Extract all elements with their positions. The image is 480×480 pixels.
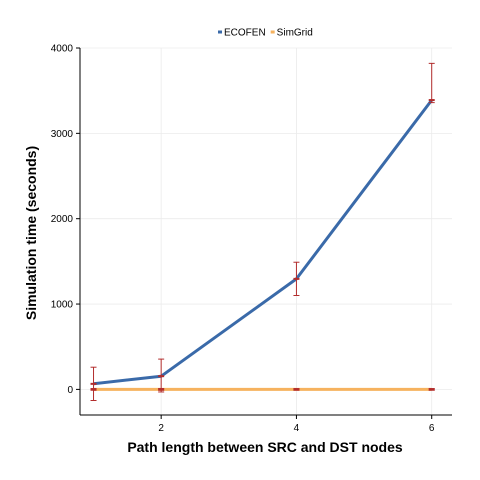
error-bar-simgrid — [293, 388, 300, 391]
tick-labels: 0 1000 2000 3000 4000 2 4 6 — [51, 44, 435, 435]
error-bar-simgrid — [90, 388, 97, 391]
x-tick-label: 6 — [429, 423, 435, 434]
series-lines — [93, 99, 433, 391]
error-bar-ecofen — [428, 62, 435, 104]
error-bar-simgrid — [428, 388, 435, 391]
legend: ECOFEN SimGrid — [218, 28, 313, 39]
axes — [76, 47, 452, 419]
x-tick-label: 4 — [294, 423, 300, 434]
legend-label-simgrid: SimGrid — [277, 28, 313, 39]
error-bars — [90, 62, 435, 401]
series-line-ecofen — [93, 99, 433, 386]
y-tick-label: 3000 — [51, 129, 74, 140]
y-tick-label: 4000 — [51, 44, 74, 55]
legend-item-simgrid: SimGrid — [270, 28, 313, 39]
y-tick-label: 2000 — [51, 214, 74, 225]
x-tick-label: 2 — [158, 423, 164, 434]
y-tick-label: 1000 — [51, 300, 74, 311]
y-tick-label: 0 — [67, 385, 73, 396]
error-bar-ecofen — [293, 261, 300, 297]
x-axis-title: Path length between SRC and DST nodes — [127, 439, 403, 455]
error-bar-simgrid — [158, 388, 165, 391]
grid-lines — [80, 47, 452, 415]
y-axis-title: Simulation time (seconds) — [23, 146, 39, 320]
error-bar-ecofen — [90, 366, 97, 401]
legend-item-ecofen: ECOFEN — [218, 28, 266, 39]
legend-label-ecofen: ECOFEN — [224, 28, 266, 39]
error-bar-ecofen — [158, 358, 165, 393]
